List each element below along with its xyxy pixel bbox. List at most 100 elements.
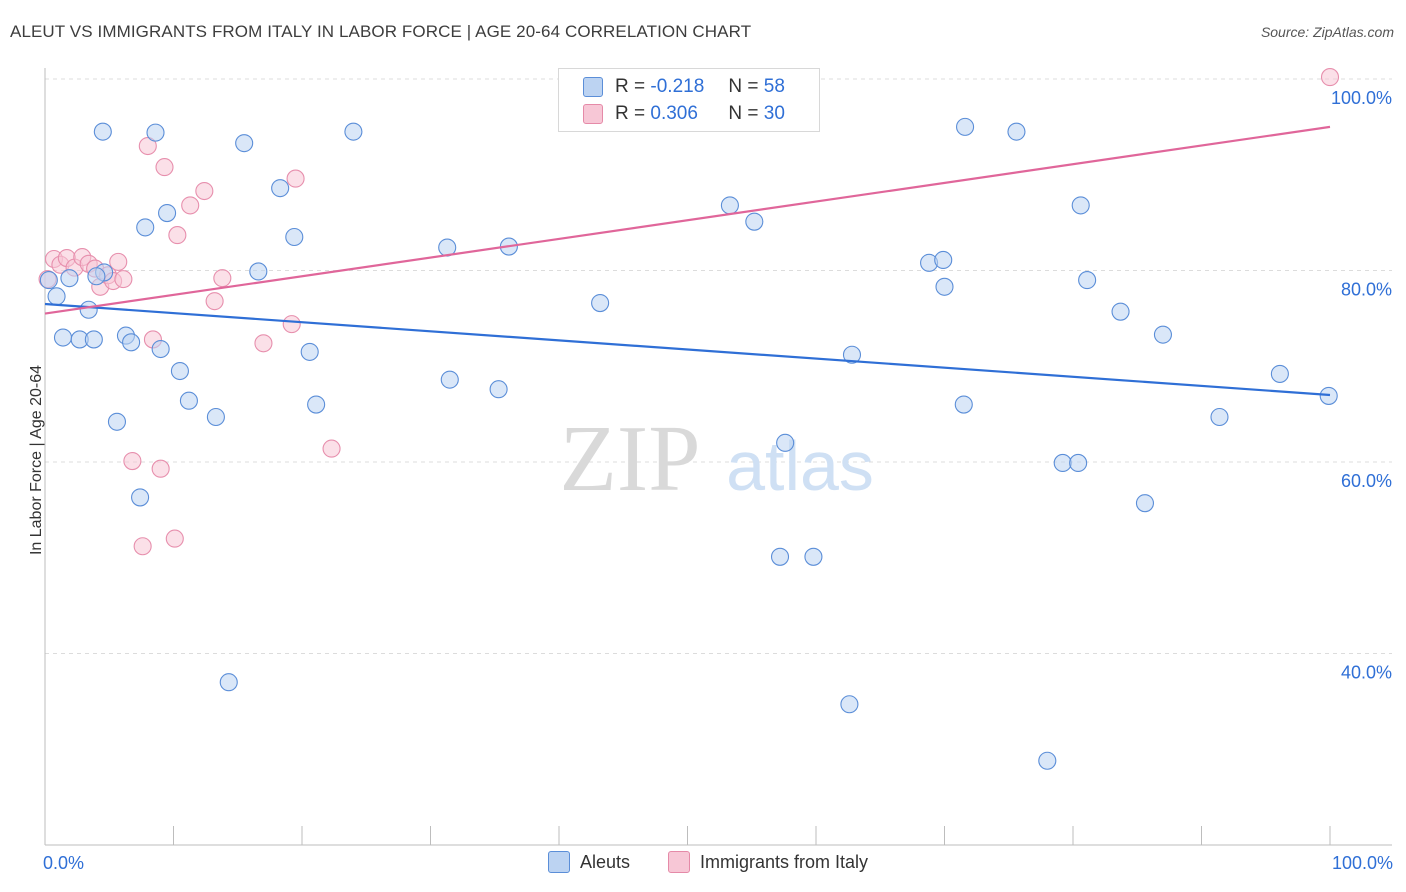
data-point-aleut <box>122 333 141 352</box>
data-point-italy <box>109 252 128 271</box>
legend-r-value: 0.306 <box>650 103 698 124</box>
legend-swatch-blue <box>583 77 603 97</box>
data-point-aleut <box>39 271 58 290</box>
data-point-aleut <box>206 407 225 427</box>
legend-row-italy: R = 0.306 N = 30 <box>583 102 785 126</box>
stats-legend: R = -0.218 N = 58 R = 0.306 N = 30 <box>558 68 820 132</box>
data-point-italy <box>213 269 232 288</box>
trendline-aleuts <box>44 302 1331 397</box>
data-point-aleut <box>235 134 254 153</box>
data-point-italy <box>286 169 305 188</box>
data-point-italy <box>138 136 157 156</box>
data-point-italy <box>195 181 214 201</box>
data-point-aleut <box>136 218 155 237</box>
data-point-aleut <box>591 294 610 313</box>
data-point-aleut <box>300 342 319 361</box>
data-point-italy <box>155 158 174 177</box>
legend-swatch-aleuts <box>548 851 570 873</box>
trend-lines <box>44 125 1331 397</box>
data-point-aleut <box>79 300 98 319</box>
data-point-italy <box>123 451 142 471</box>
y-tick-label: 60.0% <box>1341 471 1392 491</box>
legend-item-italy[interactable]: Immigrants from Italy <box>668 851 868 873</box>
data-point-aleut <box>47 287 66 306</box>
data-point-aleut <box>489 380 508 399</box>
data-point-aleut <box>1270 364 1289 383</box>
data-point-italy <box>282 315 301 334</box>
watermark: ZIP atlas <box>560 407 874 511</box>
data-point-aleut <box>1069 453 1088 473</box>
data-point-italy <box>168 226 187 245</box>
y-axis-label: In Labor Force | Age 20-64 <box>28 364 46 556</box>
data-point-aleut <box>249 262 268 281</box>
x-tick-label-min: 0.0% <box>43 853 84 873</box>
data-point-italy <box>205 292 224 311</box>
axes <box>44 68 1392 846</box>
legend-n-label: N = <box>728 103 759 124</box>
data-point-italy <box>165 529 184 548</box>
data-point-aleut <box>1007 122 1026 141</box>
legend-r-label: R = <box>615 76 646 97</box>
watermark-atlas: atlas <box>726 427 874 505</box>
chart-title: ALEUT VS IMMIGRANTS FROM ITALY IN LABOR … <box>10 22 752 41</box>
source-label: Source: ZipAtlas.com <box>1260 24 1394 40</box>
y-tick-label: 80.0% <box>1341 280 1392 300</box>
legend-label-italy: Immigrants from Italy <box>700 851 869 872</box>
data-point-aleut <box>1210 407 1229 427</box>
data-point-aleut <box>179 391 198 410</box>
data-point-aleut <box>804 547 823 566</box>
data-point-italy <box>254 334 273 353</box>
data-point-aleut <box>1053 453 1072 473</box>
data-point-aleut <box>344 122 363 141</box>
data-point-aleut <box>745 212 764 231</box>
legend-r-value: -0.218 <box>650 76 705 97</box>
data-point-aleut <box>285 227 304 247</box>
data-point-aleut <box>1153 325 1172 344</box>
legend-row-aleuts: R = -0.218 N = 58 <box>583 75 785 99</box>
series-aleuts <box>39 117 1338 770</box>
y-tick-label: 100.0% <box>1331 88 1392 108</box>
data-point-italy <box>133 537 152 556</box>
data-point-aleut <box>146 123 165 142</box>
data-point-italy <box>114 270 133 289</box>
x-tick-label-max: 100.0% <box>1332 853 1393 873</box>
data-point-aleut <box>840 695 859 714</box>
data-point-aleut <box>151 339 170 359</box>
data-point-aleut <box>1038 751 1057 770</box>
trendline-italy <box>44 125 1331 315</box>
data-point-aleut <box>1078 271 1097 290</box>
data-point-aleut <box>219 673 238 692</box>
data-point-aleut <box>1071 196 1090 215</box>
data-point-aleut <box>271 179 290 198</box>
gridlines <box>45 78 1392 654</box>
legend-n-value: 30 <box>763 103 785 124</box>
data-point-aleut <box>158 204 177 223</box>
data-point-aleut <box>87 267 106 286</box>
data-point-aleut <box>842 345 862 364</box>
data-point-aleut <box>93 122 112 141</box>
data-point-italy <box>151 459 170 478</box>
data-point-aleut <box>934 250 953 270</box>
data-point-aleut <box>935 277 954 296</box>
legend-swatch-italy <box>668 851 690 873</box>
tick-labels: 100.0% 80.0% 60.0% 40.0% 0.0% 100.0% <box>43 88 1393 873</box>
legend-r-label: R = <box>615 103 646 124</box>
legend-swatch-pink <box>583 104 603 124</box>
data-point-aleut <box>1135 494 1155 513</box>
data-point-aleut <box>307 395 326 414</box>
legend-n-label: N = <box>728 76 759 97</box>
data-point-aleut <box>84 330 103 349</box>
data-point-aleut <box>770 547 790 566</box>
data-point-italy <box>181 196 200 215</box>
data-point-aleut <box>131 488 150 507</box>
legend-label-aleuts: Aleuts <box>580 851 631 872</box>
data-point-aleut <box>1111 302 1130 321</box>
legend-item-aleuts[interactable]: Aleuts <box>548 851 630 873</box>
series-legend: Aleuts Immigrants from Italy <box>0 851 1406 877</box>
y-tick-label: 40.0% <box>1341 663 1392 683</box>
data-point-italy <box>1320 68 1340 87</box>
data-point-aleut <box>107 412 127 431</box>
data-point-aleut <box>956 117 975 136</box>
data-point-aleut <box>170 361 189 381</box>
